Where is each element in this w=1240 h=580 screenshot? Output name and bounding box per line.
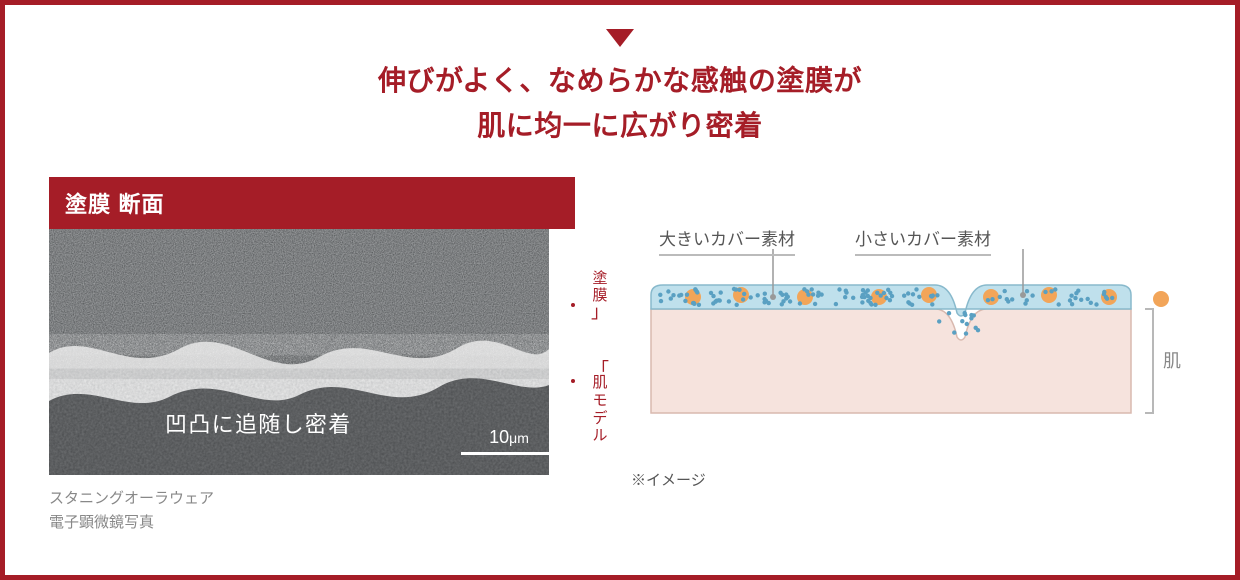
side-label-skin-model: 」 肌 モ デ ル xyxy=(591,361,609,445)
scale-bar-group: 10μm xyxy=(461,427,557,455)
left-caption: スタニングオーラウェア 電子顕微鏡写真 xyxy=(49,487,575,535)
content-row: 塗膜 断面 xyxy=(37,177,1203,535)
image-note: ※イメージ xyxy=(631,469,1191,490)
side-label-coating: 塗 膜 」 xyxy=(591,271,609,319)
left-panel: 塗膜 断面 xyxy=(49,177,575,535)
right-panel: 大きいカバー素材 小さいカバー素材 肌 ※イメージ xyxy=(631,177,1191,490)
scale-label: 10μm xyxy=(461,427,557,448)
bordered-frame: 伸びがよく、なめらかな感触の塗膜が 肌に均一に広がり密着 塗膜 断面 xyxy=(0,0,1240,580)
micrograph-wrap: 凹凸に追随し密着 10μm 塗 膜 」 」 xyxy=(49,229,575,475)
annot-dot-top xyxy=(569,301,577,309)
scale-value: 10 xyxy=(489,427,509,447)
headline-line-1: 伸びがよく、なめらかな感触の塗膜が xyxy=(37,59,1203,104)
skin-label: 肌 xyxy=(1163,351,1181,371)
label-large-cover: 大きいカバー素材 xyxy=(659,225,795,256)
headline: 伸びがよく、なめらかな感触の塗膜が 肌に均一に広がり密着 xyxy=(37,59,1203,149)
right-labels: 大きいカバー素材 小さいカバー素材 xyxy=(659,225,991,256)
annot-dot-bottom xyxy=(569,377,577,385)
micrograph-overlay-text: 凹凸に追随し密着 xyxy=(165,407,352,439)
left-panel-header: 塗膜 断面 xyxy=(49,177,575,229)
triangle-down-icon xyxy=(606,29,634,47)
scale-unit: μm xyxy=(509,430,529,446)
headline-line-2: 肌に均一に広がり密着 xyxy=(37,104,1203,149)
scale-bar xyxy=(461,452,557,455)
caption-line-2: 電子顕微鏡写真 xyxy=(49,511,575,535)
label-small-cover: 小さいカバー素材 xyxy=(855,225,991,256)
caption-line-1: スタニングオーラウェア xyxy=(49,487,575,511)
